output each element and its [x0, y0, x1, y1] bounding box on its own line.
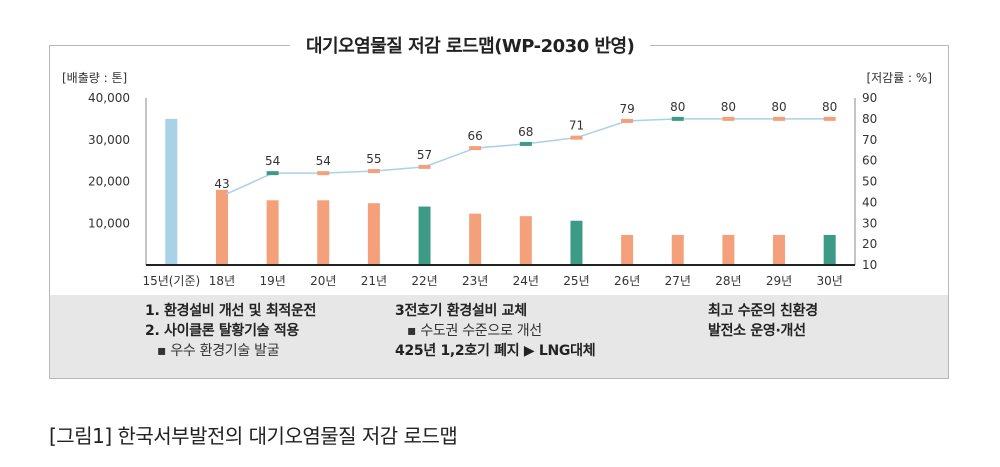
data-label: 80 — [670, 100, 685, 114]
bar — [570, 220, 583, 265]
line-marker — [469, 146, 482, 151]
line-marker — [621, 118, 634, 123]
left-axis-label: [배출량 : 톤] — [62, 71, 127, 85]
line-marker — [519, 141, 532, 146]
x-tick-label: 28년 — [715, 274, 741, 288]
bar — [519, 216, 532, 265]
right-tick-label: 10 — [862, 258, 877, 272]
line-marker — [266, 171, 279, 176]
bar — [165, 118, 178, 265]
note-step-3: 3전호기 환경설비 교체 — [395, 303, 527, 319]
x-tick-label: 18년 — [209, 274, 235, 288]
right-tick-label: 50 — [862, 175, 877, 189]
x-tick-label: 30년 — [817, 274, 843, 288]
right-tick-label: 80 — [862, 112, 877, 126]
line-marker — [418, 164, 431, 169]
notes-col-1: 1. 환경설비 개선 및 최적운전 2. 사이클론 탈황기술 적용 ▪ 우수 환… — [145, 301, 316, 361]
right-tick-label: 60 — [862, 154, 877, 168]
x-tick-label: 21년 — [361, 274, 387, 288]
data-label: 71 — [569, 119, 584, 133]
data-label: 66 — [468, 129, 483, 143]
right-tick-label: 90 — [862, 91, 877, 105]
line-marker — [367, 169, 380, 174]
right-tick-label: 30 — [862, 216, 877, 230]
notes-panel: 1. 환경설비 개선 및 최적운전 2. 사이클론 탈황기술 적용 ▪ 우수 환… — [50, 295, 948, 378]
data-label: 57 — [417, 148, 432, 162]
data-label: 80 — [721, 100, 736, 114]
figure-caption: [그림1] 한국서부발전의 대기오염물질 저감 로드맵 — [49, 424, 458, 448]
data-label: 68 — [518, 125, 533, 139]
data-label: 79 — [619, 102, 634, 116]
note-step-2: 2. 사이클론 탈황기술 적용 — [145, 323, 299, 339]
bar — [621, 234, 634, 265]
x-tick-label: 24년 — [513, 274, 539, 288]
roadmap-chart: [배출량 : 톤] [저감률 : %] 10,000 20,000 30,000 40,0… — [62, 71, 932, 288]
bar — [469, 213, 482, 265]
line-marker — [823, 116, 836, 121]
bar — [266, 200, 279, 265]
x-tick-label: 29년 — [766, 274, 792, 288]
bar — [823, 234, 836, 265]
bar — [418, 206, 431, 265]
left-tick-label: 10,000 — [88, 216, 130, 230]
note-goal-2: 발전소 운영·개선 — [708, 323, 806, 339]
data-label: 54 — [265, 154, 280, 168]
x-tick-label: 25년 — [563, 274, 589, 288]
line-marker — [722, 116, 735, 121]
data-label: 55 — [366, 152, 381, 166]
notes-col-3: 최고 수준의 친환경 발전소 운영·개선 — [708, 301, 818, 341]
x-tick-label: 15년(기준) — [142, 274, 200, 288]
data-label: 54 — [316, 154, 331, 168]
bar — [317, 200, 330, 265]
bar — [722, 234, 735, 265]
x-tick-label: 20년 — [310, 274, 336, 288]
chart-title: 대기오염물질 저감 로드맵(WP-2030 반영) — [290, 28, 651, 62]
right-tick-label: 40 — [862, 195, 877, 209]
bar — [367, 203, 380, 265]
data-label: 80 — [771, 100, 786, 114]
notes-col-2: 3전호기 환경설비 교체 ▪ 수도권 수준으로 개선 425년 1,2호기 폐지… — [395, 301, 596, 361]
x-tick-label: 19년 — [259, 274, 285, 288]
note-step-1: 1. 환경설비 개선 및 최적운전 — [145, 303, 317, 319]
line-marker — [317, 171, 330, 176]
x-tick-label: 23년 — [462, 274, 488, 288]
bar — [773, 234, 786, 265]
right-tick-label: 20 — [862, 237, 877, 251]
line-marker — [773, 116, 786, 121]
x-tick-label: 26년 — [614, 274, 640, 288]
line-marker — [215, 194, 228, 199]
left-tick-label: 20,000 — [88, 175, 130, 189]
left-tick-label: 40,000 — [88, 91, 130, 105]
data-label: 43 — [214, 177, 229, 191]
note-sub-2: ▪ 수도권 수준으로 개선 — [407, 323, 542, 339]
note-sub-1: ▪ 우수 환경기술 발굴 — [157, 343, 280, 359]
x-tick-label: 22년 — [411, 274, 437, 288]
line-marker — [671, 116, 684, 121]
note-goal-1: 최고 수준의 친환경 — [708, 303, 818, 319]
bar — [215, 189, 228, 265]
bar — [671, 234, 684, 265]
note-step-4: 425년 1,2호기 폐지 ▶ LNG대체 — [395, 343, 596, 359]
line-marker — [570, 135, 583, 140]
right-tick-label: 70 — [862, 133, 877, 147]
left-tick-label: 30,000 — [88, 133, 130, 147]
x-tick-label: 27년 — [665, 274, 691, 288]
right-axis-label: [저감률 : %] — [866, 71, 932, 85]
data-label: 80 — [822, 100, 837, 114]
